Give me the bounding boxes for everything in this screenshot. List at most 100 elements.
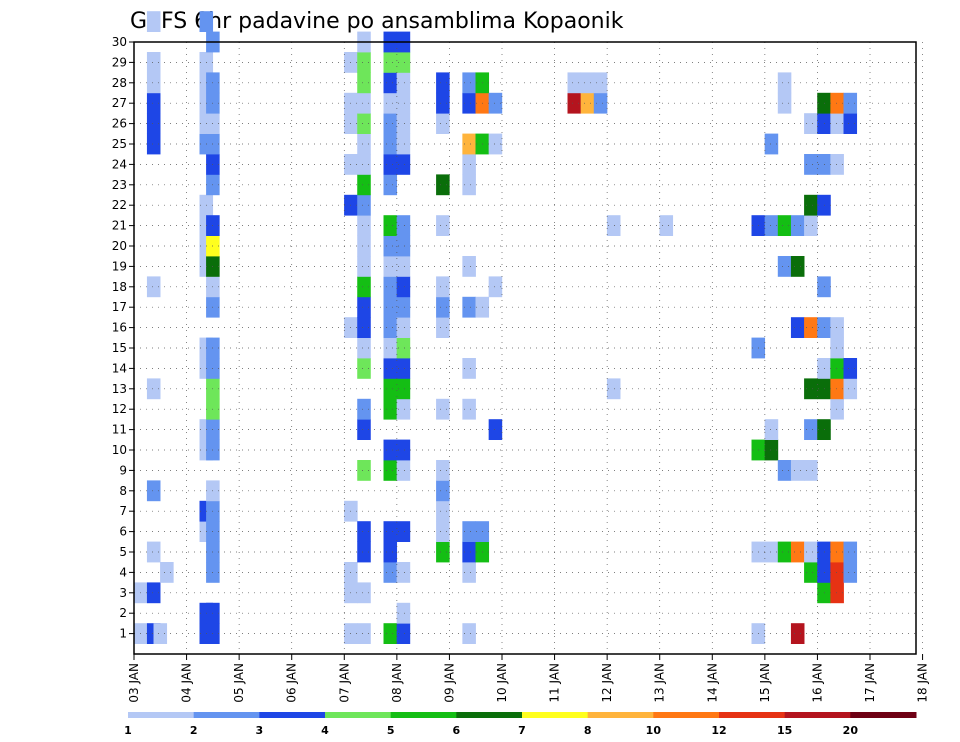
colorbar-swatch xyxy=(193,712,260,718)
colorbar-label: 1 xyxy=(124,724,132,737)
y-tick-label: 3 xyxy=(119,586,127,600)
heatmap-cell xyxy=(436,460,450,481)
heatmap-cell xyxy=(567,72,582,94)
heatmap-cell xyxy=(830,113,844,134)
heatmap-cell xyxy=(357,317,371,338)
heatmap-cell xyxy=(436,541,450,563)
y-tick-label: 15 xyxy=(112,341,127,355)
heatmap-cell xyxy=(843,113,858,134)
x-tick-label: 17 JAN xyxy=(863,663,877,703)
heatmap-cell xyxy=(462,72,476,94)
heatmap-cell xyxy=(843,541,858,563)
heatmap-cell xyxy=(659,215,674,236)
heatmap-cell xyxy=(383,317,398,338)
heatmap-cell xyxy=(436,92,450,114)
heatmap-cell xyxy=(790,623,805,644)
y-tick-label: 26 xyxy=(112,117,127,131)
heatmap-cell xyxy=(462,398,476,420)
heatmap-cell xyxy=(396,52,411,73)
heatmap-cell xyxy=(790,541,805,563)
colorbar-label: 3 xyxy=(256,724,264,737)
heatmap-cell xyxy=(777,92,792,114)
heatmap-cell xyxy=(357,358,371,379)
heatmap-cell xyxy=(462,174,476,196)
heatmap-cell xyxy=(396,358,411,379)
heatmap-cell xyxy=(436,296,450,318)
heatmap-cell xyxy=(146,133,161,155)
y-tick-label: 11 xyxy=(112,423,127,437)
heatmap-cell xyxy=(357,215,371,236)
heatmap-cell xyxy=(383,337,398,359)
heatmap-cell xyxy=(436,276,450,298)
heatmap-cell xyxy=(790,256,805,277)
heatmap-cell xyxy=(383,133,398,155)
y-tick-label: 7 xyxy=(119,504,127,518)
heatmap-cell xyxy=(357,296,371,318)
heatmap-cell xyxy=(843,92,858,114)
heatmap-cell xyxy=(383,154,398,175)
heatmap-cell xyxy=(396,72,411,94)
heatmap-cell xyxy=(396,439,411,461)
heatmap-cell xyxy=(383,521,398,542)
heatmap-cell xyxy=(580,92,595,114)
heatmap-cell xyxy=(383,623,398,644)
heatmap-cell xyxy=(488,133,503,155)
heatmap-cell xyxy=(396,337,411,359)
colorbar-legend: 1 2 3 4 5 6 7 8 10 12 15 20 xyxy=(124,712,917,737)
colorbar-label: 8 xyxy=(584,724,592,737)
heatmap-cell xyxy=(396,521,411,542)
colorbar-label: 10 xyxy=(646,724,662,737)
heatmap-cell xyxy=(357,113,371,134)
x-tick-label: 12 JAN xyxy=(600,663,614,703)
x-tick-label: 10 JAN xyxy=(495,663,509,703)
heatmap-cell xyxy=(396,113,411,134)
heatmap-cell xyxy=(804,113,818,134)
heatmap-cell xyxy=(357,235,371,257)
y-tick-label: 16 xyxy=(112,321,127,335)
heatmap-cell xyxy=(804,378,818,400)
y-tick-label: 1 xyxy=(119,627,127,641)
colorbar-label: 20 xyxy=(843,724,859,737)
heatmap-cell xyxy=(777,72,792,94)
x-tick-label: 18 JAN xyxy=(916,663,930,703)
colorbar-swatch xyxy=(522,712,589,718)
heatmap-cell xyxy=(436,72,450,94)
heatmap-cell xyxy=(488,419,503,440)
heatmap-cell xyxy=(777,215,792,236)
y-tick-label: 30 xyxy=(112,35,127,49)
heatmap-cell xyxy=(436,174,450,196)
y-tick-label: 29 xyxy=(112,55,127,69)
heatmap-cell xyxy=(804,541,818,563)
heatmap-cell xyxy=(777,460,792,481)
heatmap-cell xyxy=(606,215,621,236)
heatmap-cell xyxy=(462,133,476,155)
heatmap-cell xyxy=(462,256,476,277)
x-tick-label: 16 JAN xyxy=(810,663,824,703)
x-axis-ticks: 03 JAN 04 JAN 05 JAN 06 JAN 07 JAN 08 JAN 09 J… xyxy=(127,654,930,703)
heatmap-cell xyxy=(436,215,450,236)
colorbar-swatch xyxy=(128,712,195,718)
colorbar-swatch xyxy=(653,712,720,718)
heatmap-cell xyxy=(357,398,371,420)
heatmap-cell xyxy=(830,562,844,583)
heatmap-cell xyxy=(396,378,411,400)
heatmap-cell xyxy=(357,582,371,604)
heatmap-cell xyxy=(436,113,450,134)
x-tick-label: 06 JAN xyxy=(285,663,299,703)
colorbar-label: 4 xyxy=(321,724,329,737)
x-tick-label: 07 JAN xyxy=(337,663,351,703)
heatmap-cell xyxy=(764,215,779,236)
heatmap-cell xyxy=(357,256,371,277)
heatmap-cell xyxy=(383,398,398,420)
heatmap-cell xyxy=(146,72,161,94)
heatmap-cell xyxy=(383,296,398,318)
heatmap-cell xyxy=(383,235,398,257)
colorbar-swatch xyxy=(325,712,392,718)
heatmap-cell xyxy=(462,154,476,175)
y-tick-label: 9 xyxy=(119,463,127,477)
colorbar-label: 7 xyxy=(518,724,526,737)
heatmap-cell xyxy=(146,113,161,134)
colorbar-label: 15 xyxy=(777,724,792,737)
heatmap-cell xyxy=(843,562,858,583)
